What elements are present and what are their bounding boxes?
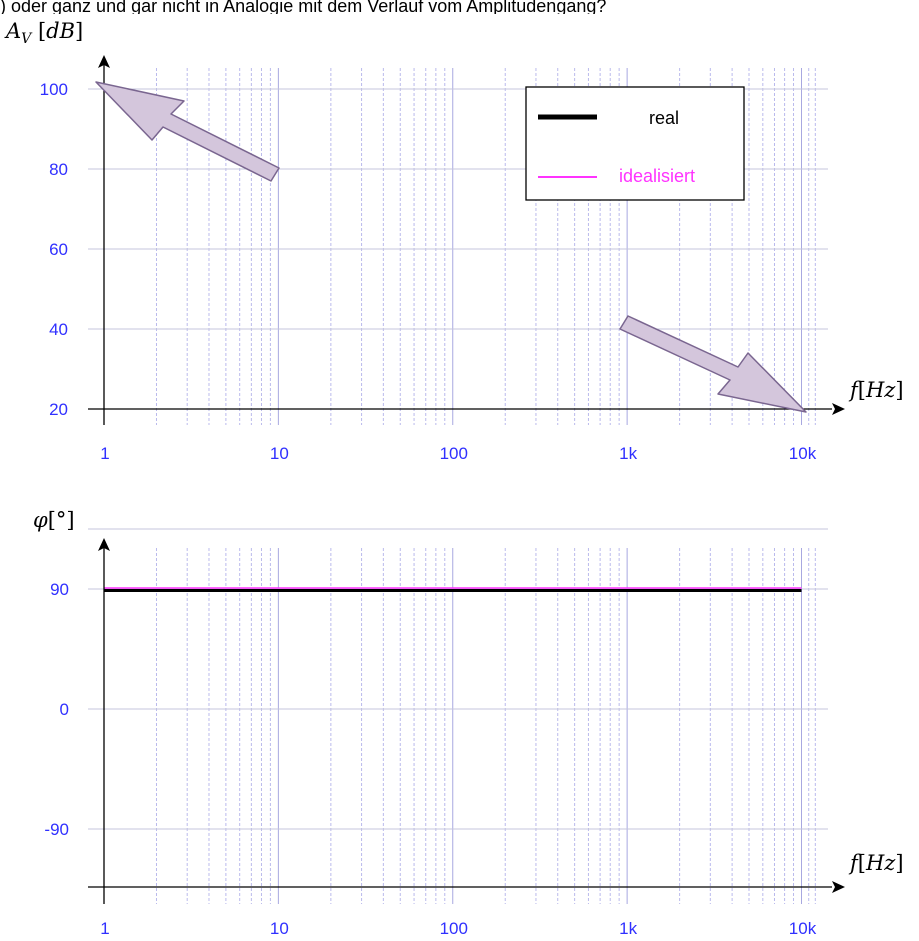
phase-axes [88, 538, 845, 904]
y-tick-label: 20 [49, 400, 68, 419]
x-tick-label: 100 [440, 444, 468, 463]
legend-label-idealisiert: idealisiert [619, 166, 695, 186]
y-tick-label: 80 [49, 160, 68, 179]
amplitude-axes [88, 55, 845, 425]
legend: real idealisiert [525, 86, 745, 201]
y-tick-label: -90 [44, 820, 69, 839]
amplitude-x-tick-labels: 1 10 100 1k 10k [100, 444, 816, 463]
x-tick-label: 1k [619, 919, 637, 938]
header-text-fragment: ) oder ganz und gar nicht in Analogie mi… [0, 0, 606, 16]
x-tick-label: 10 [270, 444, 289, 463]
x-tick-label: 1 [100, 919, 109, 938]
x-axis-arrowhead [832, 403, 845, 415]
phase-x-axis-label: f[Hz] [848, 851, 904, 875]
annotation-arrow-left [95, 81, 280, 182]
amplitude-y-axis-label: AV [dB] [4, 19, 83, 47]
annotation-arrow-right [619, 315, 807, 413]
x-axis-arrowhead [832, 881, 845, 893]
amplitude-chart: 20 40 60 80 100 1 10 100 1k 10k AV [dB] f[Hz] re… [4, 19, 904, 463]
phase-y-tick-labels: -90 0 90 [44, 580, 69, 839]
x-tick-label: 1k [619, 444, 637, 463]
amplitude-grid [88, 68, 828, 425]
x-tick-label: 10k [789, 444, 817, 463]
y-tick-label: 60 [49, 240, 68, 259]
amplitude-y-tick-labels: 20 40 60 80 100 [40, 80, 68, 419]
phase-chart: -90 0 90 1 10 100 1k 10k φ[°] f[Hz] [33, 508, 904, 938]
y-tick-label: 40 [49, 320, 68, 339]
phase-y-axis-label: φ[°] [33, 508, 75, 532]
legend-label-real: real [649, 108, 679, 128]
x-tick-label: 1 [100, 444, 109, 463]
phase-x-tick-labels: 1 10 100 1k 10k [100, 919, 816, 938]
y-tick-label: 100 [40, 80, 68, 99]
x-tick-label: 100 [440, 919, 468, 938]
phase-grid [88, 528, 828, 904]
phase-series [104, 587, 802, 592]
y-axis-arrowhead [98, 538, 110, 551]
y-axis-arrowhead [98, 55, 110, 68]
legend-box [525, 86, 745, 201]
x-tick-label: 10 [270, 919, 289, 938]
y-tick-label: 90 [50, 580, 69, 599]
amplitude-x-axis-label: f[Hz] [848, 378, 904, 402]
x-tick-label: 10k [789, 919, 817, 938]
y-tick-label: 0 [60, 700, 69, 719]
